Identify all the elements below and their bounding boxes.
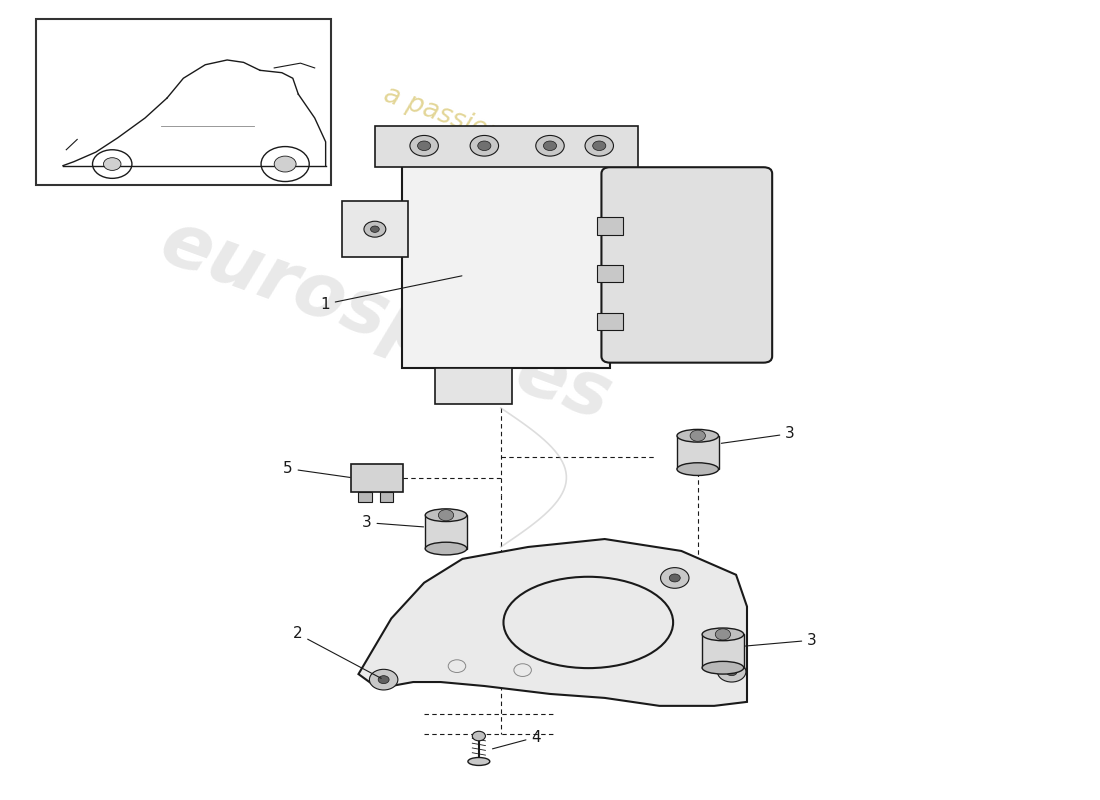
- Circle shape: [726, 668, 737, 676]
- FancyBboxPatch shape: [676, 436, 718, 469]
- Text: 3: 3: [746, 633, 817, 648]
- Circle shape: [690, 430, 705, 442]
- Circle shape: [543, 141, 557, 150]
- Text: 2: 2: [293, 626, 382, 678]
- Text: 1: 1: [320, 276, 462, 312]
- Circle shape: [669, 574, 680, 582]
- Ellipse shape: [426, 509, 466, 522]
- FancyBboxPatch shape: [597, 313, 624, 330]
- Circle shape: [370, 670, 398, 690]
- Ellipse shape: [426, 542, 466, 555]
- FancyBboxPatch shape: [381, 492, 394, 502]
- FancyBboxPatch shape: [403, 162, 610, 368]
- Text: eurospares: eurospares: [151, 205, 622, 436]
- Circle shape: [274, 156, 296, 172]
- Ellipse shape: [702, 662, 744, 674]
- Circle shape: [660, 568, 689, 588]
- Text: 4: 4: [493, 730, 541, 749]
- Circle shape: [717, 662, 746, 682]
- Circle shape: [472, 731, 485, 741]
- FancyBboxPatch shape: [375, 126, 638, 167]
- Ellipse shape: [676, 430, 718, 442]
- Polygon shape: [359, 539, 747, 706]
- FancyBboxPatch shape: [597, 265, 624, 282]
- Circle shape: [593, 141, 606, 150]
- Circle shape: [477, 141, 491, 150]
- FancyBboxPatch shape: [602, 167, 772, 362]
- Circle shape: [439, 510, 453, 521]
- Circle shape: [470, 135, 498, 156]
- Circle shape: [715, 629, 730, 640]
- Text: 3: 3: [722, 426, 795, 443]
- Circle shape: [418, 141, 431, 150]
- FancyBboxPatch shape: [426, 515, 466, 549]
- FancyBboxPatch shape: [351, 463, 404, 492]
- Text: 3: 3: [362, 515, 424, 530]
- Text: a passion for parts since 1985: a passion for parts since 1985: [381, 82, 763, 242]
- Circle shape: [536, 135, 564, 156]
- Circle shape: [410, 135, 439, 156]
- Circle shape: [103, 158, 121, 170]
- Circle shape: [585, 135, 614, 156]
- Ellipse shape: [468, 758, 490, 766]
- Circle shape: [378, 676, 389, 684]
- Circle shape: [371, 226, 380, 232]
- Ellipse shape: [702, 628, 744, 641]
- FancyBboxPatch shape: [35, 18, 331, 186]
- FancyBboxPatch shape: [702, 634, 744, 668]
- FancyBboxPatch shape: [359, 492, 372, 502]
- FancyBboxPatch shape: [342, 202, 408, 257]
- FancyBboxPatch shape: [597, 218, 624, 234]
- Ellipse shape: [676, 462, 718, 475]
- Text: 5: 5: [283, 461, 350, 478]
- FancyBboxPatch shape: [436, 368, 512, 404]
- Circle shape: [364, 222, 386, 237]
